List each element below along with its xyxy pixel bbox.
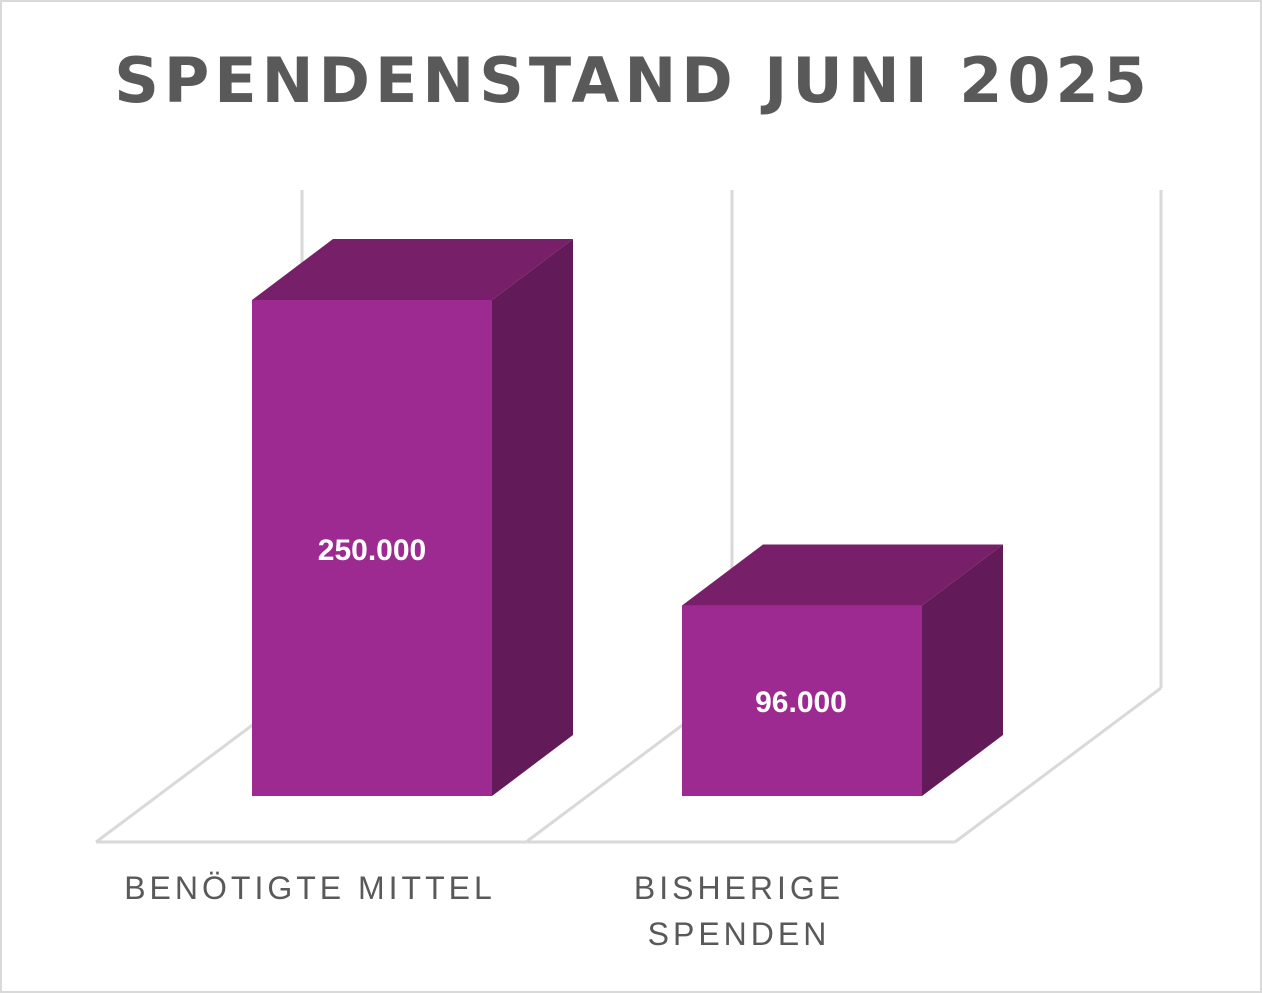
bar-top-face — [252, 239, 573, 300]
x-tick-label: BISHERIGE — [634, 870, 844, 906]
x-tick-label: SPENDEN — [648, 916, 831, 952]
bar — [682, 605, 922, 796]
data-label: 96.000 — [755, 686, 847, 719]
x-tick-label: BENÖTIGTE MITTEL — [124, 870, 496, 906]
bar-side-face — [492, 239, 573, 796]
bar — [252, 300, 492, 796]
floor-depth-line — [954, 686, 1162, 844]
chart-title: SPENDENSTAND JUNI 2025 — [114, 44, 1152, 117]
bar-side-face — [922, 544, 1003, 796]
bar-top-face — [682, 544, 1003, 606]
data-label: 250.000 — [318, 534, 426, 567]
